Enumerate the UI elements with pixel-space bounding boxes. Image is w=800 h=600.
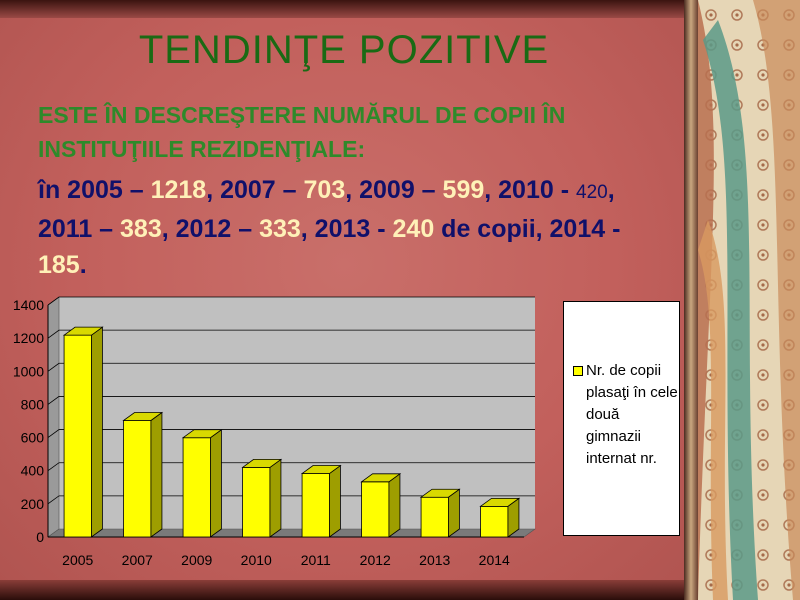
- bar-side: [150, 411, 163, 538]
- stats-segment: , 2012 –: [161, 215, 260, 243]
- stats-segment: 1218: [150, 176, 207, 204]
- y-tick-label: 1000: [13, 363, 44, 379]
- stats-segment: .: [79, 251, 87, 279]
- legend-label: Nr. de copii plasaţi în cele două gimnaz…: [586, 362, 678, 467]
- bar: [63, 334, 92, 538]
- stats-segment: , 2007 –: [206, 176, 304, 204]
- decorative-curtain-image: [698, 0, 800, 600]
- curtain-edge: [684, 0, 698, 600]
- y-tick-label: 400: [21, 463, 45, 479]
- x-tick-label: 2005: [62, 552, 93, 568]
- stats-segment: 333: [259, 215, 301, 243]
- bar-top: [419, 488, 461, 498]
- x-tick-label: 2009: [181, 552, 212, 568]
- bar: [301, 473, 330, 538]
- gridline: [47, 296, 535, 306]
- x-tick-label: 2011: [301, 552, 331, 568]
- top-shadow: [0, 0, 688, 18]
- bar-side: [388, 473, 401, 538]
- gridline: [47, 462, 535, 472]
- bar-top: [181, 429, 223, 439]
- stats-segment: 599: [442, 176, 485, 204]
- x-tick-label: 2007: [122, 552, 153, 568]
- bar-top: [122, 412, 164, 421]
- y-tick-label: 1400: [13, 297, 44, 313]
- bar: [480, 505, 509, 538]
- bar-side: [91, 326, 103, 538]
- bar-top: [241, 458, 283, 468]
- bar-top: [360, 473, 402, 483]
- plot-floor: [47, 528, 536, 538]
- x-tick-label: 2010: [241, 552, 272, 568]
- bar-top: [300, 465, 342, 474]
- y-tick-label: 600: [21, 430, 45, 446]
- x-tick-label: 2013: [419, 552, 450, 568]
- bottom-shadow: [0, 580, 690, 600]
- bar: [182, 437, 211, 538]
- y-tick-label: 200: [21, 496, 45, 512]
- x-tick-label: 2012: [360, 552, 391, 568]
- stats-segment: în 2005 –: [38, 176, 151, 204]
- bar-chart: 0 200 400 600 800 1000 1200 1400 2005 2007 2009 201…: [13, 296, 536, 568]
- chart-legend: Nr. de copii plasaţi în cele două gimnaz…: [563, 301, 680, 536]
- stats-segment: , 2009 –: [345, 176, 443, 204]
- gridline: [47, 429, 535, 438]
- stats-segment: 703: [303, 176, 346, 204]
- bar: [242, 466, 271, 538]
- gridline: [47, 362, 535, 372]
- y-tick-label: 1200: [13, 330, 44, 346]
- x-tick-label: 2014: [479, 552, 510, 568]
- stats-segment: de copii, 2014 -: [434, 215, 621, 243]
- stats-segment: 185: [38, 251, 80, 279]
- bar-top: [62, 326, 104, 336]
- slide-subtitle: ESTE ÎN DESCREŞTERE NUMĂRUL DE COPII ÎN …: [38, 102, 566, 162]
- stats-segment: , 2010 -: [484, 176, 576, 204]
- legend-swatch: [573, 366, 583, 376]
- bar-side: [269, 458, 282, 538]
- slide-title: TENDINŢE POZITIVE: [138, 28, 550, 72]
- plot-area: [59, 297, 535, 529]
- bar: [420, 496, 449, 538]
- stats-segment: , 2013 -: [300, 215, 393, 243]
- bar-side: [210, 428, 222, 538]
- bar: [123, 420, 152, 538]
- bar: [361, 481, 390, 538]
- stats-segment: 420: [576, 182, 608, 203]
- stats-segment: 383: [120, 215, 162, 243]
- gridline: [47, 396, 535, 405]
- bar-top: [479, 497, 521, 507]
- y-tick-label: 0: [36, 529, 44, 545]
- gridline: [47, 329, 535, 339]
- statistics-text: în 2005 – 1218, 2007 – 703, 2009 – 599, …: [38, 172, 668, 283]
- stats-segment: 240: [392, 215, 435, 243]
- plot-side-wall: [47, 296, 60, 538]
- stats-segment: , 2011 –: [38, 176, 615, 243]
- bar-side: [329, 464, 341, 538]
- y-tick-label: 800: [21, 396, 45, 412]
